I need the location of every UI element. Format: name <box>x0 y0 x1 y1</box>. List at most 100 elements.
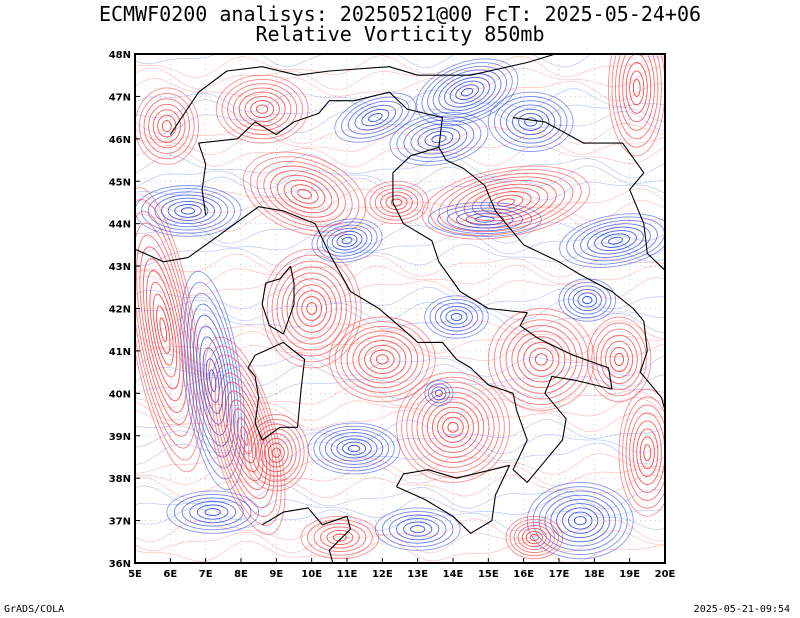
negative-contour <box>572 288 602 312</box>
positive-contour <box>218 372 271 500</box>
lat-tick-label: 48N <box>109 50 131 61</box>
negative-contour <box>573 219 658 262</box>
positive-contour <box>256 160 353 228</box>
negative-contour <box>396 115 482 162</box>
lon-tick-label: 8E <box>234 569 248 580</box>
positive-contour <box>301 296 323 321</box>
negative-contour <box>434 302 479 332</box>
negative-contour <box>524 117 538 127</box>
footer-timestamp: 2025-05-21-09:54 <box>693 604 790 615</box>
negative-contour <box>167 200 209 221</box>
negative-contour <box>161 197 215 225</box>
positive-contour <box>210 354 279 517</box>
negative-contour <box>417 127 461 151</box>
positive-contour <box>135 222 194 437</box>
negative-contour <box>199 336 226 425</box>
positive-contour <box>390 198 403 207</box>
negative-contour <box>440 305 473 329</box>
positive-contour <box>487 308 595 411</box>
negative-contour <box>424 380 454 407</box>
negative-contour <box>427 65 508 119</box>
positive-contour <box>499 319 583 400</box>
title-line-1: ECMWF0200 analisys: 20250521@00 FcT: 202… <box>98 2 702 26</box>
positive-contour <box>480 191 532 214</box>
lat-tick-label: 42N <box>109 305 131 316</box>
positive-contour <box>203 336 286 535</box>
positive-contour <box>455 180 557 225</box>
border-swiss-north <box>169 66 298 135</box>
positive-contour <box>232 408 257 464</box>
positive-contour <box>161 120 172 133</box>
negative-contour <box>538 490 622 551</box>
negative-contour <box>456 210 514 229</box>
positive-contour <box>240 426 249 446</box>
negative-contour <box>154 194 222 228</box>
positive-contour <box>629 412 665 493</box>
negative-contour <box>526 481 634 560</box>
lat-tick-label: 43N <box>109 262 131 273</box>
positive-contour <box>229 399 260 473</box>
coast-sicily <box>396 464 511 534</box>
negative-contour <box>465 213 505 226</box>
positive-contour <box>529 347 554 372</box>
positive-contour <box>221 78 303 140</box>
negative-contour <box>424 130 454 147</box>
positive-contour <box>380 191 413 214</box>
negative-contour <box>410 525 426 534</box>
background-isoline <box>135 88 665 113</box>
positive-contour <box>622 54 652 123</box>
background-isoline <box>135 54 665 69</box>
negative-contour <box>196 504 229 520</box>
negative-contour <box>580 223 651 258</box>
negative-contour <box>326 227 368 254</box>
lat-tick-label: 36N <box>109 559 131 570</box>
lon-tick-label: 17E <box>549 569 570 580</box>
positive-contour <box>271 447 281 458</box>
positive-contour <box>242 151 367 237</box>
positive-contour <box>446 176 566 229</box>
positive-contour <box>152 293 174 366</box>
positive-contour <box>406 381 500 473</box>
positive-contour <box>364 344 401 374</box>
background-isoline <box>135 176 665 201</box>
positive-contour <box>300 515 380 560</box>
positive-contour <box>135 87 200 165</box>
positive-contour <box>505 325 578 394</box>
negative-contour <box>424 295 489 339</box>
lat-tick-label: 45N <box>109 177 131 188</box>
negative-contour <box>166 490 260 534</box>
positive-contour <box>513 521 555 554</box>
positive-contour <box>421 396 485 458</box>
negative-contour <box>189 501 237 524</box>
lon-tick-label: 12E <box>372 569 393 580</box>
background-isoline <box>135 286 665 310</box>
negative-contour <box>487 91 574 153</box>
positive-contour <box>505 515 564 560</box>
negative-contour <box>562 507 599 534</box>
positive-contour <box>591 322 647 397</box>
negative-contour <box>567 511 593 530</box>
negative-contour <box>307 422 401 475</box>
lat-tick-label: 38N <box>109 474 131 485</box>
positive-contour <box>250 100 275 119</box>
negative-contour <box>347 444 361 453</box>
negative-contour <box>438 73 496 112</box>
positive-contour <box>157 114 177 138</box>
positive-contour <box>632 78 641 97</box>
positive-contour <box>615 54 659 140</box>
positive-contour <box>255 428 297 478</box>
lat-tick-label: 46N <box>109 135 131 146</box>
coast-france <box>135 231 224 263</box>
positive-contour <box>249 156 360 232</box>
positive-contour <box>152 109 181 143</box>
positive-contour <box>639 436 655 470</box>
positive-contour <box>267 442 285 463</box>
negative-contour <box>204 508 221 517</box>
lon-tick-label: 13E <box>407 569 428 580</box>
positive-contour <box>334 321 430 398</box>
positive-contour <box>529 534 539 541</box>
lat-tick-label: 37N <box>109 517 131 528</box>
background-isoline <box>135 298 665 322</box>
positive-contour <box>431 406 475 448</box>
positive-contour <box>146 270 181 390</box>
